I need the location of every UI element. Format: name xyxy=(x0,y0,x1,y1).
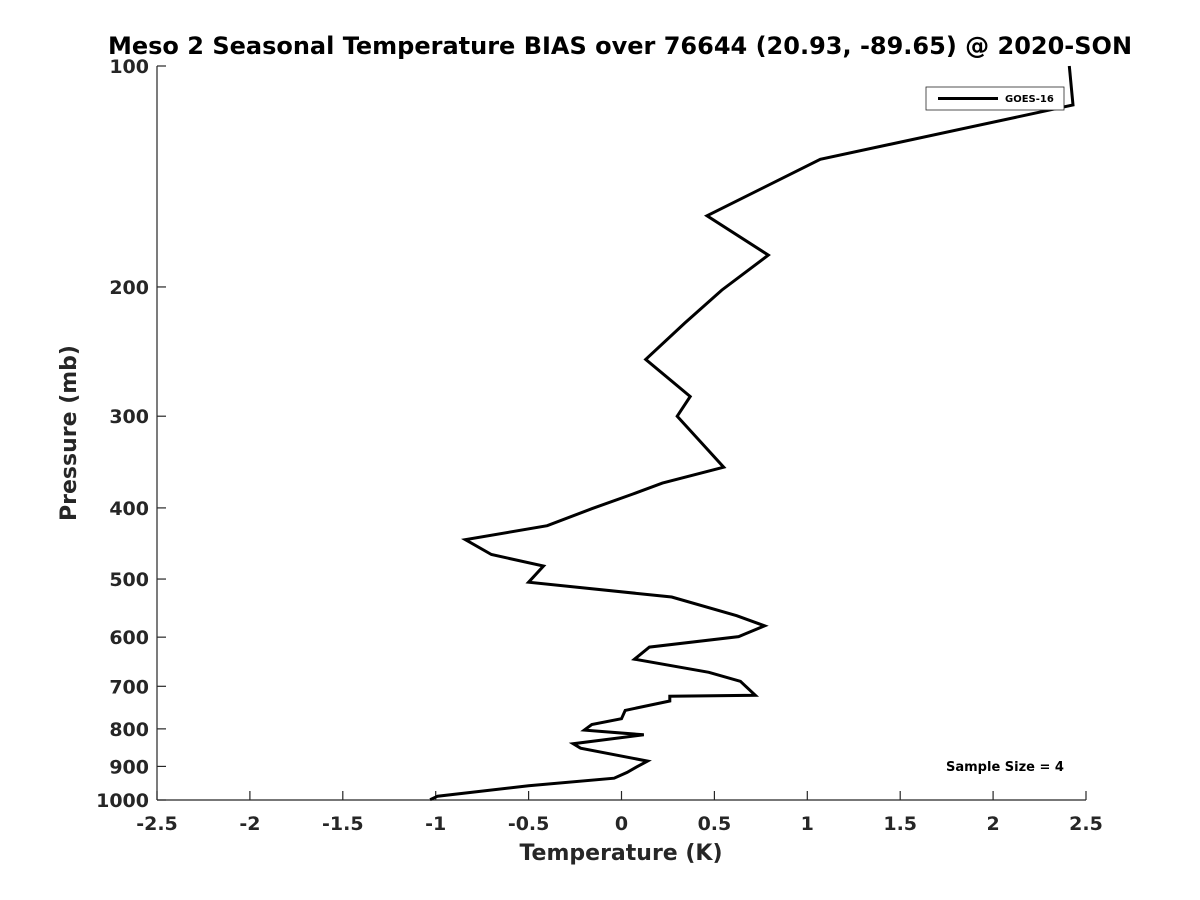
x-axis-label: Temperature (K) xyxy=(519,841,722,866)
x-tick-label: 2 xyxy=(986,813,999,835)
x-tick-label: 1 xyxy=(801,813,814,835)
y-axis-label: Pressure (mb) xyxy=(57,345,82,521)
y-tick-label: 600 xyxy=(109,627,149,649)
x-tick-label: -1.5 xyxy=(322,813,364,835)
sample-size-annotation: Sample Size = 4 xyxy=(946,760,1064,775)
x-tick-label: -0.5 xyxy=(508,813,550,835)
y-tick-label: 100 xyxy=(109,56,149,78)
y-tick-label: 300 xyxy=(109,406,149,428)
x-tick-label: 1.5 xyxy=(883,813,917,835)
x-tick-label: -2 xyxy=(239,813,260,835)
legend: GOES-16 xyxy=(925,86,1065,111)
y-tick-label: 800 xyxy=(109,719,149,741)
y-ticks: 100 200 300 400 500 600 700 800 900 1000 xyxy=(96,56,166,812)
x-tick-label: -1 xyxy=(425,813,446,835)
plot-area: -2.5 -2 -1.5 -1 -0.5 0 0.5 1 1.5 2 2.5 100 200 300 40… xyxy=(96,56,1103,835)
legend-label-goes-16: GOES-16 xyxy=(1005,94,1054,105)
series-line-goes-16 xyxy=(429,65,1075,802)
y-tick-label: 1000 xyxy=(96,790,149,812)
y-tick-label: 900 xyxy=(109,756,149,778)
y-tick-label: 700 xyxy=(109,676,149,698)
x-ticks: -2.5 -2 -1.5 -1 -0.5 0 0.5 1 1.5 2 2.5 xyxy=(136,791,1103,835)
x-tick-label: 2.5 xyxy=(1069,813,1103,835)
x-tick-label: 0 xyxy=(615,813,628,835)
chart-title: Meso 2 Seasonal Temperature BIAS over 76… xyxy=(108,32,1132,60)
x-tick-label: -2.5 xyxy=(136,813,178,835)
x-tick-label: 0.5 xyxy=(698,813,732,835)
y-tick-label: 500 xyxy=(109,569,149,591)
series-layer xyxy=(429,65,1075,802)
y-tick-label: 400 xyxy=(109,498,149,520)
y-tick-label: 200 xyxy=(109,277,149,299)
